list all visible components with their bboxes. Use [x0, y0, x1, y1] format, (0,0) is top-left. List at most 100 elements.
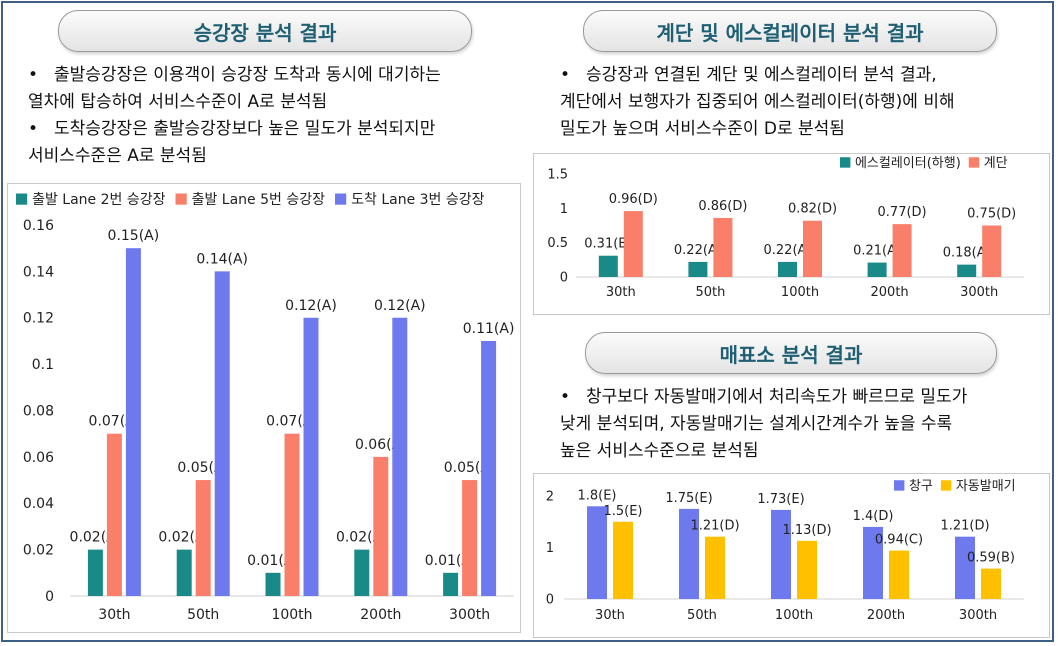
data-label: 1.5(E)	[603, 504, 642, 519]
data-label: 1.21(D)	[690, 519, 739, 534]
data-label: 0.75(D)	[967, 207, 1016, 222]
bar	[982, 225, 1002, 277]
bar	[863, 526, 883, 599]
bar	[598, 255, 618, 277]
y-tick-label: 0	[45, 589, 54, 605]
x-tick-label: 200th	[867, 608, 905, 623]
bullet-marker: •	[28, 65, 39, 85]
legend-label: 출발 Lane 2번 승강장	[32, 192, 166, 208]
y-tick-label: 0.06	[23, 450, 54, 466]
x-tick-label: 50th	[187, 607, 219, 623]
data-label: 0.22(A)	[674, 243, 722, 258]
legend-swatch	[894, 480, 905, 491]
data-label: 0.15(A)	[108, 228, 160, 244]
bar	[214, 271, 230, 596]
platform-density-chart: 00.020.040.060.080.10.120.140.1630th0.02…	[16, 192, 514, 623]
bar	[106, 433, 122, 596]
bar	[797, 540, 817, 599]
x-tick-label: 300th	[449, 607, 490, 623]
y-tick-label: 0.12	[23, 311, 54, 327]
data-label: 1.13(D)	[782, 523, 831, 538]
y-tick-label: 1	[560, 202, 568, 217]
x-tick-label: 30th	[98, 607, 130, 623]
bullet-text-cont: 밀도가 높으며 서비스수준이 D로 분석됨	[560, 119, 845, 139]
bar	[443, 572, 459, 596]
y-tick-label: 0.5	[547, 236, 568, 251]
bar	[587, 506, 607, 599]
bullet-text-cont: 서비스수준은 A로 분석됨	[28, 146, 207, 166]
data-label: 0.31(B)	[584, 237, 632, 252]
data-label: 1.8(E)	[577, 488, 616, 503]
bar	[981, 568, 1001, 599]
legend-swatch	[840, 157, 851, 168]
bar	[705, 536, 725, 599]
bullet-text-cont: 열차에 탑승하여 서비스수준이 A로 분석됨	[28, 92, 328, 112]
x-tick-label: 30th	[595, 608, 625, 623]
x-tick-label: 200th	[360, 607, 401, 623]
data-label: 0.12(A)	[374, 298, 426, 314]
bar	[679, 508, 699, 599]
bar	[392, 317, 408, 596]
legend-label: 도착 Lane 3번 승강장	[351, 192, 485, 208]
bar	[889, 550, 909, 599]
stairs-chart-box: 0 0.5 1 1.5 30th 0.31(B) 0.96(D) 50th 0.22(A) 0.8…	[533, 153, 1050, 315]
ticket-bullet-1: • 창구보다 자동발매기에서 처리속도가 빠르므로 밀도가	[560, 384, 1036, 411]
x-tick-label: 300th	[959, 608, 997, 623]
bar	[303, 317, 319, 596]
ticket-chart-box: 0 1 2 30th 1.8(E) 1.5(E) 50th 1.75(E) 1.21(D) 100…	[533, 473, 1050, 638]
y-tick-label: 1.5	[547, 168, 568, 183]
y-tick-label: 0.04	[23, 496, 54, 512]
legend-swatch	[16, 193, 28, 205]
x-tick-label: 200th	[871, 285, 909, 300]
data-label: 0.77(D)	[878, 205, 927, 220]
stairs-bullet-1: • 승강장과 연결된 계단 및 에스컬레이터 분석 결과,	[560, 62, 1036, 89]
data-label: 0.94(C)	[875, 533, 923, 548]
data-label: 0.14(A)	[196, 251, 248, 267]
bar	[87, 549, 103, 596]
legend-label: 계단	[984, 156, 1008, 171]
bar	[957, 264, 977, 277]
x-tick-label: 50th	[695, 285, 725, 300]
platform-section-title: 승강장 분석 결과	[58, 10, 472, 52]
bar	[125, 248, 141, 596]
bullet-text: 승강장과 연결된 계단 및 에스컬레이터 분석 결과,	[586, 65, 937, 85]
bar	[462, 480, 478, 596]
legend-label: 창구	[909, 479, 933, 494]
data-label: 0.96(D)	[609, 192, 658, 207]
platform-bullet-1: • 출발승강장은 이용객이 승강장 도착과 동시에 대기하는	[28, 62, 528, 89]
y-tick-label: 0.1	[32, 357, 54, 373]
legend-swatch	[335, 193, 347, 205]
bar	[713, 217, 733, 277]
x-tick-label: 100th	[775, 608, 813, 623]
x-tick-label: 30th	[606, 285, 636, 300]
legend-swatch	[940, 480, 952, 491]
legend-label: 출발 Lane 5번 승강장	[192, 192, 326, 208]
ticket-bullets: • 창구보다 자동발매기에서 처리속도가 빠르므로 밀도가 낮게 분석되며, 자동…	[560, 384, 1036, 465]
stairs-bullets: • 승강장과 연결된 계단 및 에스컬레이터 분석 결과, 계단에서 보행자가 집…	[560, 62, 1036, 143]
bar	[613, 521, 633, 599]
x-tick-label: 100th	[271, 607, 312, 623]
bar	[688, 261, 708, 277]
y-tick-label: 0	[560, 271, 568, 286]
data-label: 0.82(D)	[788, 202, 837, 217]
legend-label: 에스컬레이터(하행)	[855, 155, 961, 171]
legend-label: 자동발매기	[956, 479, 1016, 494]
data-label: 0.12(A)	[285, 298, 337, 314]
y-tick-label: 2	[546, 490, 554, 505]
data-label: 1.21(D)	[940, 519, 989, 534]
bullet-text-cont: 높은 서비스수준으로 분석됨	[560, 441, 759, 461]
platform-chart-box: 0 0.02 0.04 0.06 0.08 0.1 0.12 0.14 0.16 30th 0.02…	[7, 183, 521, 633]
bar	[354, 549, 370, 596]
bar	[778, 261, 797, 277]
bar	[867, 262, 887, 277]
bullet-marker: •	[560, 65, 571, 85]
bar	[955, 536, 975, 599]
x-tick-label: 100th	[781, 285, 819, 300]
stairs-density-chart: 0 0.5 1 1.5 30th 0.31(B) 0.96(D) 50th 0.22(A) 0.8…	[547, 155, 1024, 300]
data-label: 0.18(A)	[943, 246, 991, 261]
bullet-text-cont: 낮게 분석되며, 자동발매기는 설계시간계수가 높을 수록	[560, 414, 953, 434]
bar	[481, 340, 497, 596]
y-tick-label: 0.02	[23, 543, 54, 559]
platform-bullet-2: • 도착승강장은 출발승강장보다 높은 밀도가 분석되지만	[28, 116, 528, 143]
